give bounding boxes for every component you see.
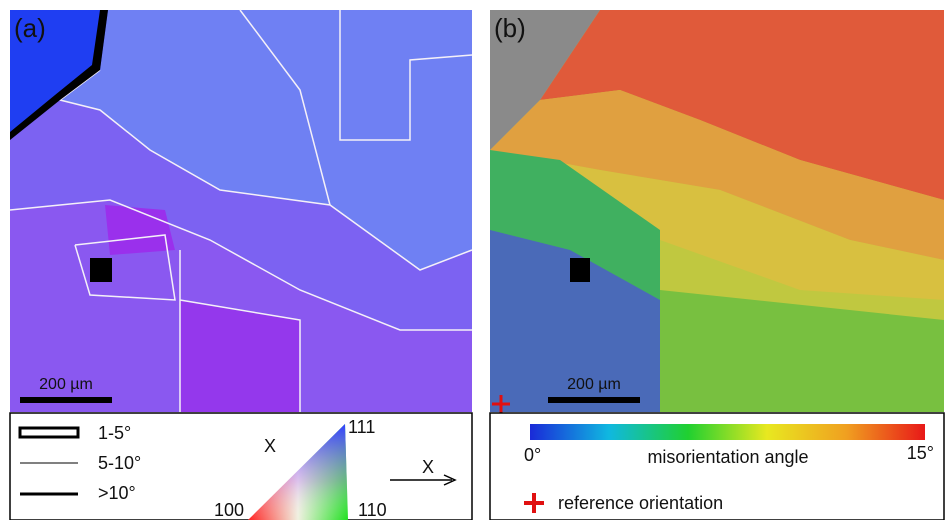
colorbar-label: misorientation angle	[647, 447, 808, 467]
ipf-map	[10, 10, 472, 412]
ipf-corner: 110	[358, 500, 387, 520]
colorbar-max: 15°	[907, 443, 934, 463]
direction-label: X	[422, 457, 434, 477]
boundary-label: 5-10°	[98, 453, 141, 473]
figure: (a) 200 µm (b) 200 µm 1-5° 5-10° >10° X …	[0, 0, 946, 520]
boundary-label: >10°	[98, 483, 136, 503]
panel-label: (a)	[14, 13, 46, 43]
boundary-label: 1-5°	[98, 423, 131, 443]
ipf-corner: 100	[214, 500, 244, 520]
panel-label: (b)	[494, 13, 526, 43]
reference-label: reference orientation	[558, 493, 723, 513]
misorientation-map	[490, 10, 944, 412]
ipf-axis: X	[264, 436, 276, 456]
colorbar	[530, 424, 925, 440]
boundary-symbol	[20, 428, 78, 437]
scale-bar-label: 200 µm	[567, 376, 621, 393]
scale-bar-label: 200 µm	[39, 376, 93, 393]
ipf-corner: 111	[348, 417, 375, 437]
colorbar-min: 0°	[524, 445, 541, 465]
